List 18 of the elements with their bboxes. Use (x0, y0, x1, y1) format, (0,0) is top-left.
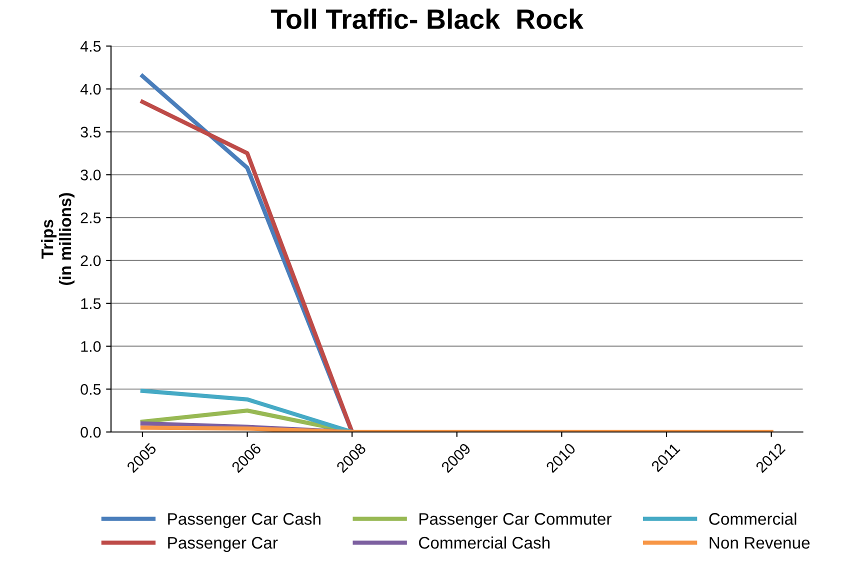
y-tick-label: 1.0 (81, 341, 101, 352)
legend-label: Commercial Cash (419, 536, 550, 549)
y-tick-label: 0.0 (80, 426, 101, 438)
y-tick-label: 0.5 (80, 384, 101, 395)
y-axis-title: Trips (in millions) (41, 193, 75, 285)
legend-label: Non Revenue (710, 537, 810, 549)
y-tick-label: 4.0 (80, 84, 101, 95)
y-tick-label: 1.5 (81, 298, 101, 310)
y-tick-label: 2.5 (80, 212, 101, 224)
y-tick-label: 2.0 (80, 255, 101, 266)
y-tick-label: 4.5 (80, 41, 101, 52)
chart-title: Toll Traffic- Black Rock (270, 8, 584, 30)
legend-label: Passenger Car Cash (168, 512, 320, 528)
legend-label: Passenger Car Commuter (420, 513, 612, 528)
y-tick-label: 3.0 (80, 170, 101, 180)
y-tick-label: 3.5 (80, 126, 101, 138)
legend-label: Commercial (709, 512, 796, 525)
legend-label: Passenger Car (168, 536, 278, 552)
